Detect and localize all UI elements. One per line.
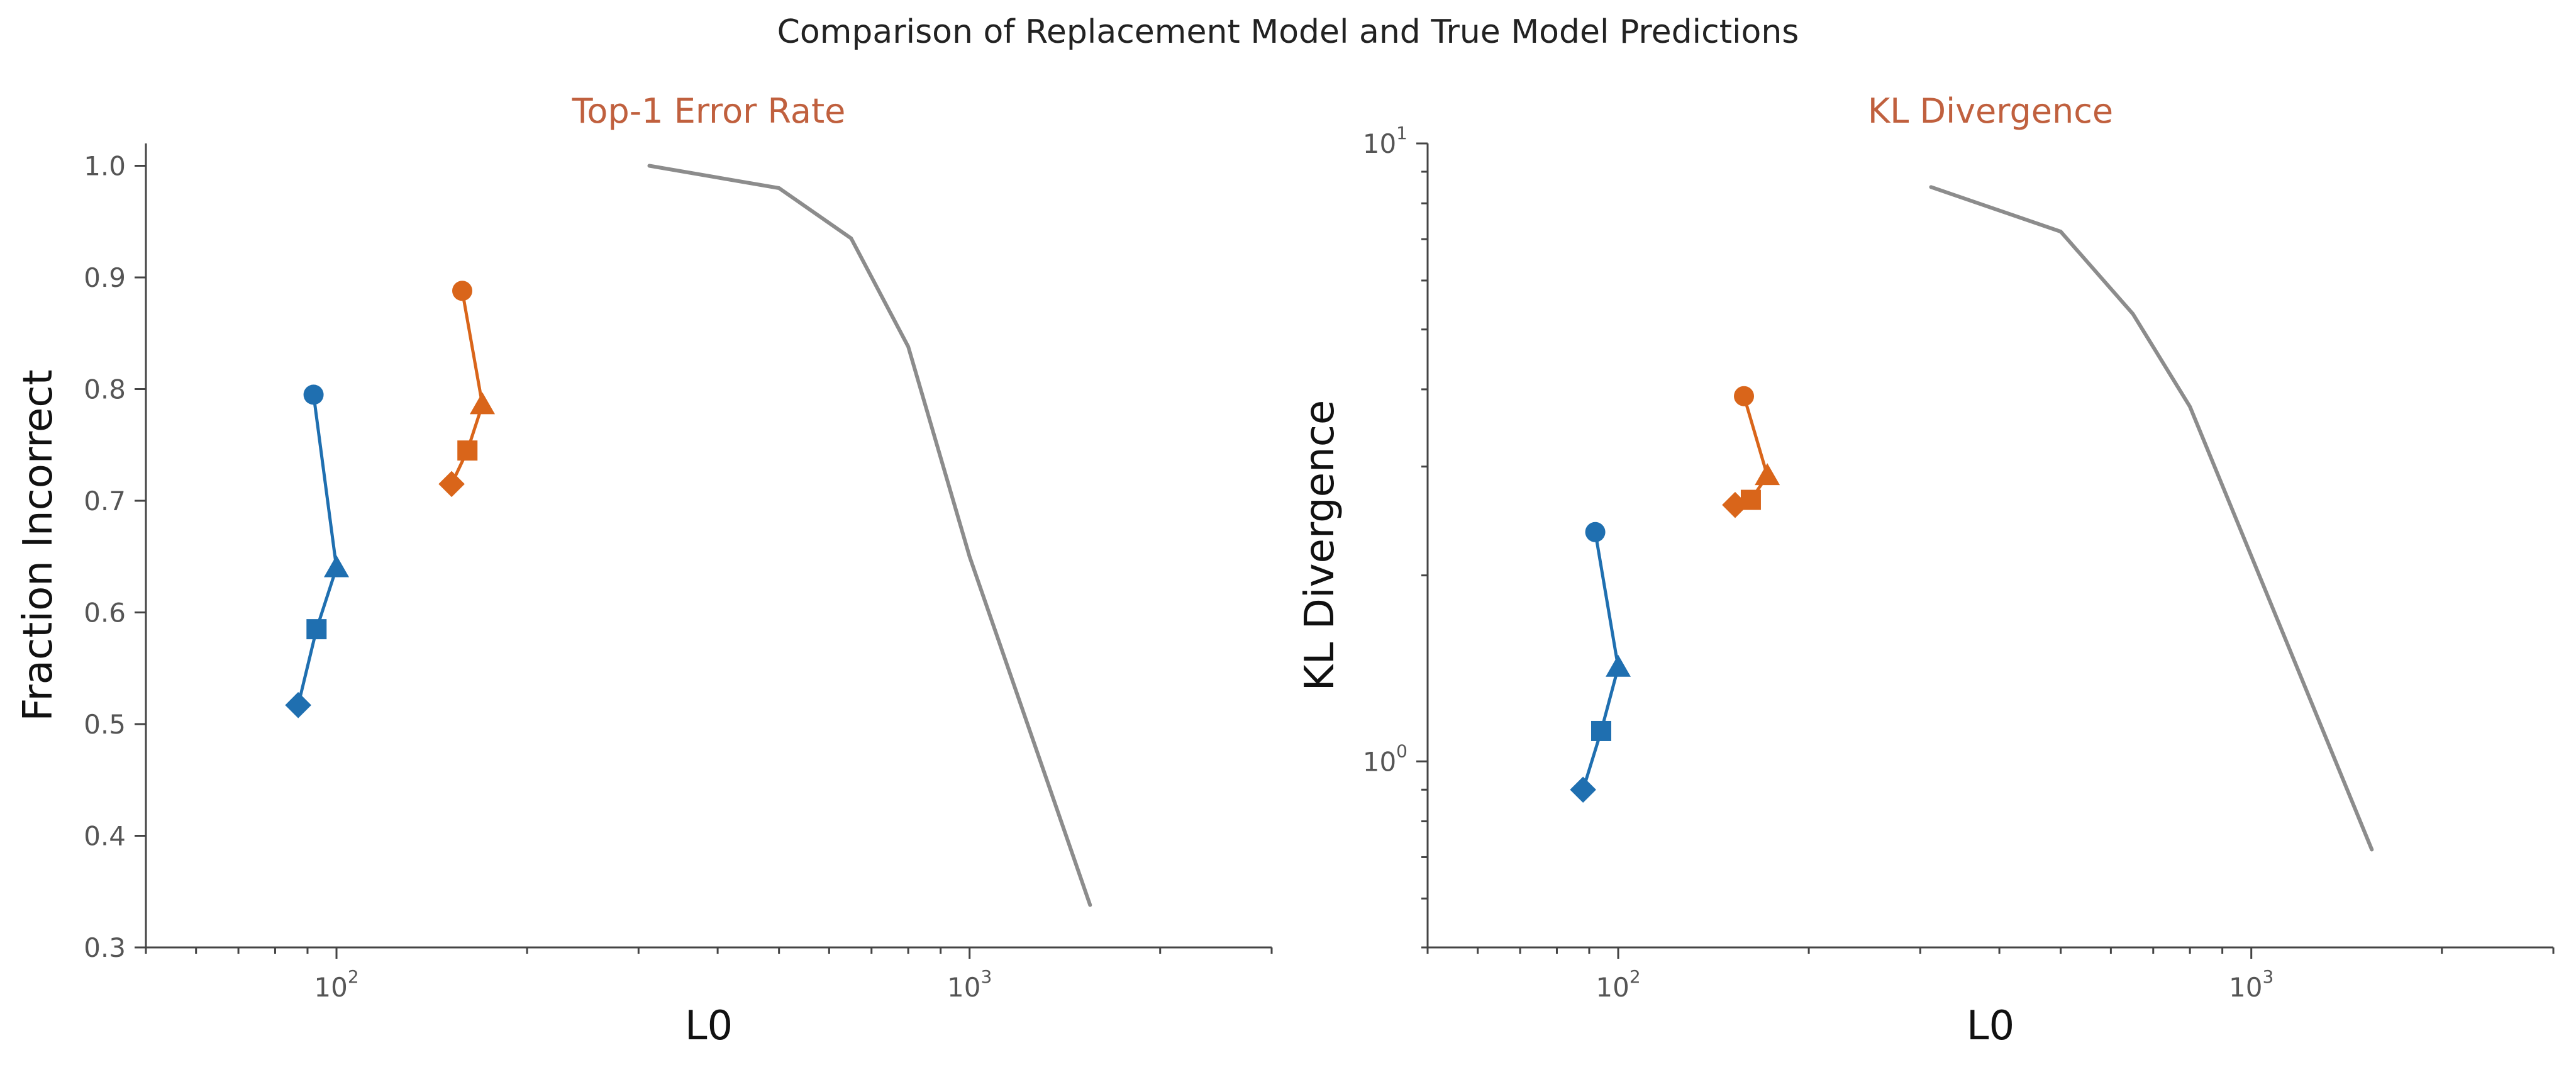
data-point-square bbox=[306, 619, 327, 640]
chart-kl-divergence: KL Divergence 102 103 100 101 L0 KL Divergence bbox=[1297, 91, 2555, 1049]
series-line-1 bbox=[1733, 394, 1769, 507]
data-point-circle bbox=[303, 384, 324, 405]
x-tick-label: 102 bbox=[1596, 966, 1640, 1003]
y-tick-label: 0.4 bbox=[84, 821, 126, 852]
x-axis-label: L0 bbox=[685, 1003, 733, 1049]
x-tick-label: 103 bbox=[2229, 966, 2273, 1003]
y-tick-label: 0.9 bbox=[84, 262, 126, 293]
data-point-triangle bbox=[1755, 463, 1780, 486]
data-point-square bbox=[1591, 720, 1611, 741]
subplot-title: KL Divergence bbox=[1868, 91, 2113, 131]
data-point-square bbox=[457, 440, 478, 461]
data-point-diamond bbox=[438, 471, 465, 498]
data-point-circle bbox=[1734, 386, 1755, 406]
y-axis-label: Fraction Incorrect bbox=[15, 369, 62, 721]
data-point-diamond bbox=[1570, 776, 1596, 803]
subplot-title: Top-1 Error Rate bbox=[572, 91, 846, 131]
x-tick-label: 103 bbox=[947, 966, 992, 1003]
series-line-2 bbox=[1929, 185, 2374, 852]
y-tick-label: 0.8 bbox=[84, 374, 126, 405]
data-point-circle bbox=[1585, 522, 1606, 542]
data-point-triangle bbox=[1606, 654, 1631, 677]
data-point-triangle bbox=[324, 555, 350, 578]
data-point-diamond bbox=[285, 692, 311, 718]
data-point-diamond bbox=[1722, 491, 1748, 518]
y-tick-label: 1.0 bbox=[84, 151, 126, 182]
y-tick-label: 101 bbox=[1363, 123, 1407, 159]
data-point-circle bbox=[452, 281, 473, 301]
series-line-0 bbox=[1581, 530, 1620, 791]
series-line-1 bbox=[450, 289, 484, 486]
chart-top1-error-rate: Top-1 Error Rate 102 103 0.3 0.4 0.5 0.6 0.7 0.8… bbox=[15, 91, 1273, 1049]
x-tick-label: 102 bbox=[314, 966, 358, 1003]
series-line-2 bbox=[647, 164, 1092, 907]
y-axis-label: KL Divergence bbox=[1297, 400, 1343, 691]
y-tick-label: 0.7 bbox=[84, 486, 126, 516]
data-point-triangle bbox=[470, 392, 496, 415]
x-axis-label: L0 bbox=[1967, 1003, 2014, 1049]
y-tick-label: 0.5 bbox=[84, 709, 126, 740]
y-tick-label: 0.6 bbox=[84, 598, 126, 628]
y-tick-label: 100 bbox=[1363, 740, 1407, 777]
figure-title: Comparison of Replacement Model and True… bbox=[777, 13, 1799, 51]
y-tick-label: 0.3 bbox=[84, 932, 126, 963]
series-line-0 bbox=[296, 393, 338, 707]
